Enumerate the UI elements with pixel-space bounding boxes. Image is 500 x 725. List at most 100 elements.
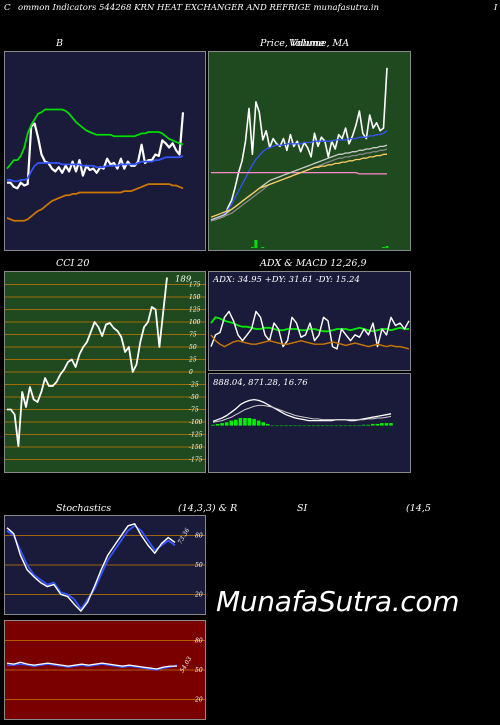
macd-histogram-bar xyxy=(261,422,266,426)
macd-histogram-bar xyxy=(329,425,334,427)
macd-histogram-bar xyxy=(252,418,256,426)
volume-bar xyxy=(261,247,265,248)
rsi-tick-label: 50 xyxy=(195,667,203,674)
macd-histogram-bar xyxy=(366,424,370,426)
bollinger-series-3 xyxy=(6,183,184,222)
bollinger-title: B xyxy=(56,38,63,49)
cci-panel: 175 150 125 100 75 50 25 0 -25 -50 -75 -100 -125 -150… xyxy=(4,271,206,473)
macd-histogram-bar xyxy=(384,423,389,426)
price-series-0 xyxy=(211,67,388,221)
stoch-tick-label: 50 xyxy=(195,562,203,569)
panel-background xyxy=(209,272,410,370)
cci-tick-label: 100 xyxy=(189,319,201,326)
macd-readout: 888.04, 871.28, 16.76 xyxy=(213,378,308,388)
macd-histogram-bar xyxy=(338,425,343,427)
macd-histogram-bar xyxy=(348,425,352,427)
cci-tick-label: 175 xyxy=(189,282,201,289)
cci-tick-label: -100 xyxy=(189,419,203,426)
cci-chart: 175 150 125 100 75 50 25 0 -25 -50 -75 -100 -125 -150… xyxy=(5,272,205,472)
cci-tick-label: -25 xyxy=(189,382,199,389)
macd-histogram-bar xyxy=(270,425,275,427)
macd-histogram-bar xyxy=(224,422,229,426)
price-series-1 xyxy=(210,130,388,221)
macd-histogram-bar xyxy=(316,425,320,427)
macd-histogram-bar xyxy=(229,420,234,426)
cci-tick-label: -50 xyxy=(189,394,199,401)
macd-histogram-bar xyxy=(275,425,279,427)
rsi-series-0 xyxy=(7,663,178,671)
rsi-tick-label: 20 xyxy=(194,696,203,703)
header-title: ommon Indicators 544268 KRN HEAT EXCHANG… xyxy=(18,3,380,13)
stochastics-panel: 80 50 20 73.36 xyxy=(4,515,206,615)
macd-histogram-bar xyxy=(238,418,243,426)
stoch-series-1 xyxy=(6,523,176,612)
price-volume-overlay: Volume xyxy=(289,38,325,49)
panel-background xyxy=(209,374,410,472)
adx-chart: ADX: 34.95 +DY: 31.61 -DY: 15.24 xyxy=(209,272,410,370)
volume-bar xyxy=(250,247,254,248)
volume-bar xyxy=(254,240,258,248)
cci-series-0 xyxy=(7,277,168,447)
bollinger-chart xyxy=(5,52,205,250)
macd-histogram-bar xyxy=(247,418,252,426)
bollinger-series-1 xyxy=(6,108,184,170)
macd-histogram-bar xyxy=(256,420,261,426)
bollinger-series-2 xyxy=(7,155,184,183)
cci-tick-label: -75 xyxy=(189,407,199,414)
panel-background xyxy=(5,52,205,250)
macd-histogram-bar xyxy=(297,425,302,427)
stoch-tick-label: 80 xyxy=(195,533,203,540)
rsi-title-params: (14,5 xyxy=(406,503,431,514)
macd-histogram-bar xyxy=(334,425,339,427)
cci-tick-label: 150 xyxy=(189,294,201,301)
macd-histogram-bar xyxy=(389,423,393,426)
adx-panel: ADX: 34.95 +DY: 31.61 -DY: 15.24 xyxy=(208,271,411,371)
cci-tick-label: 0 xyxy=(189,369,193,376)
macd-histogram-bar xyxy=(375,423,380,426)
macd-histogram-bar xyxy=(293,425,297,427)
macd-histogram-bar xyxy=(211,424,215,426)
macd-histogram-bar xyxy=(361,424,366,426)
macd-histogram-bar xyxy=(370,423,375,426)
adx-title: ADX & MACD 12,26,9 xyxy=(260,258,367,269)
adx-series-2 xyxy=(210,334,410,350)
macd-histogram-bar xyxy=(320,425,325,427)
rsi-panel: 80 50 20 54.03 xyxy=(4,620,206,720)
stoch-tick-label: 20 xyxy=(194,591,203,598)
cci-tick-label: -125 xyxy=(189,432,203,439)
macd-chart: 888.04, 871.28, 16.76 xyxy=(209,374,410,472)
price-series-5 xyxy=(210,153,387,218)
macd-histogram-bar xyxy=(288,425,293,427)
watermark: MunafaSutra.com xyxy=(216,585,460,618)
stoch-title-params: (14,3,3) & R xyxy=(178,503,238,514)
macd-histogram-bar xyxy=(325,425,329,427)
rsi-series-1 xyxy=(6,661,177,670)
cci-tick-label: -150 xyxy=(189,444,203,451)
macd-histogram-bar xyxy=(279,425,284,427)
macd-histogram-bar xyxy=(243,418,247,426)
header-right-char: I xyxy=(494,3,498,13)
cci-value-label: 189 xyxy=(175,275,192,285)
macd-histogram-bar xyxy=(352,425,357,427)
macd-histogram-bar xyxy=(357,425,361,427)
macd-histogram-bar xyxy=(265,423,270,426)
macd-histogram-bar xyxy=(234,419,238,426)
price-panel xyxy=(208,51,411,251)
rsi-title: SI xyxy=(297,503,308,514)
cci-tick-label: 75 xyxy=(189,332,197,339)
cci-tick-label: -175 xyxy=(189,457,203,464)
macd-histogram-bar xyxy=(307,425,311,427)
price-title: Price, Volume, MA xyxy=(260,38,350,49)
adx-series-1 xyxy=(210,310,410,350)
macd-histogram-bar xyxy=(302,425,307,427)
adx-readout: ADX: 34.95 +DY: 31.61 -DY: 15.24 xyxy=(212,275,360,285)
rsi-tick-label: 80 xyxy=(195,638,203,645)
macd-histogram-bar xyxy=(380,423,384,426)
cci-tick-label: 125 xyxy=(189,307,201,314)
macd-histogram-bar xyxy=(220,423,224,426)
adx-series-0 xyxy=(210,316,409,333)
bollinger-panel xyxy=(4,51,206,251)
macd-histogram-bar xyxy=(284,425,288,427)
